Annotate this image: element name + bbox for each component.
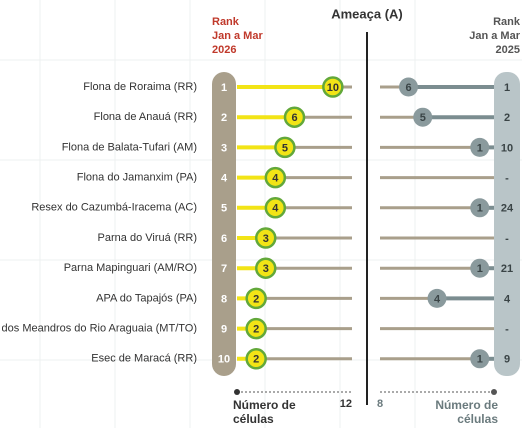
dot-2026 <box>255 227 277 249</box>
value-label: 1 <box>477 142 483 154</box>
right-header: 2025 <box>496 44 520 56</box>
rank-pill-2026 <box>212 72 236 376</box>
rank-2026: 3 <box>221 142 227 154</box>
rank-2026: 7 <box>221 263 227 275</box>
dot-2026 <box>245 317 267 340</box>
value-label: 5 <box>420 112 426 124</box>
dot-2025 <box>470 258 490 278</box>
category-label: Resex do Cazumbá-Iracema (AC) <box>31 202 197 214</box>
rank-2025: 9 <box>504 354 510 366</box>
x2-axis-label: Número de <box>435 398 498 412</box>
rank-pill-2025 <box>494 72 520 376</box>
dot-2025 <box>427 288 447 308</box>
rank-2026: 10 <box>218 354 230 366</box>
dot-2026 <box>264 197 287 219</box>
value-label: 2 <box>253 324 259 336</box>
dot-2026 <box>245 348 267 370</box>
rank-2025: - <box>505 173 509 185</box>
value-label: 6 <box>405 82 411 94</box>
rank-2026: 1 <box>221 82 227 94</box>
value-label: 4 <box>272 173 279 185</box>
rank-2025: 2 <box>504 112 510 124</box>
category-label: Flona de Anauá (RR) <box>94 111 197 123</box>
category-label: Flona de Balata-Tufari (AM) <box>62 141 197 153</box>
category-label: APA dos Meandros do Rio Araguaia (MT/TO) <box>0 323 197 335</box>
dot-2026 <box>283 106 306 128</box>
dot-2025 <box>470 198 490 218</box>
dot-2026 <box>322 76 344 98</box>
left-header: Jan a Mar <box>212 30 263 42</box>
dot-2025 <box>413 107 433 127</box>
left-header: 2026 <box>212 44 236 56</box>
left-header: Rank <box>212 16 240 28</box>
category-label: Flona de Roraima (RR) <box>83 81 197 93</box>
dot-2026 <box>245 287 267 310</box>
value-label: 4 <box>434 293 441 305</box>
value-label: 1 <box>477 203 483 215</box>
category-label: Esec de Maracá (RR) <box>91 353 197 365</box>
rank-2025: 24 <box>501 203 514 215</box>
dot-2025 <box>470 137 490 157</box>
rank-2026: 5 <box>221 203 227 215</box>
axis-origin <box>491 389 497 395</box>
rank-2025: 21 <box>501 263 513 275</box>
category-label: Flona do Jamanxim (PA) <box>77 172 197 184</box>
dot-2026 <box>255 257 277 279</box>
x2-tick-label: 8 <box>377 398 383 410</box>
value-label: 6 <box>291 112 297 124</box>
rank-2025: - <box>505 324 509 336</box>
rank-2026: 2 <box>221 112 227 124</box>
dot-2026 <box>264 166 287 189</box>
dot-2025 <box>470 349 490 369</box>
chart-title: Ameaça (A) <box>331 6 403 21</box>
dot-2025 <box>399 77 418 97</box>
rank-2025: 1 <box>504 82 510 94</box>
x2-axis-label: células <box>457 412 498 426</box>
category-label: APA do Tapajós (PA) <box>96 292 197 304</box>
rank-2026: 9 <box>221 324 227 336</box>
value-label: 1 <box>477 354 483 366</box>
category-label: Parna do Viruá (RR) <box>98 232 197 244</box>
dot-2026 <box>274 136 296 159</box>
axis-origin <box>234 389 240 395</box>
rank-2026: 8 <box>221 293 227 305</box>
value-label: 2 <box>253 354 259 366</box>
x-axis-label: Número de <box>233 398 296 412</box>
right-header: Rank <box>493 16 521 28</box>
rank-2025: 10 <box>501 142 513 154</box>
value-label: 5 <box>282 142 288 154</box>
value-label: 4 <box>272 203 279 215</box>
x-axis-label: células <box>233 412 274 426</box>
value-label: 10 <box>327 82 339 94</box>
value-label: 1 <box>477 263 483 275</box>
value-label: 2 <box>253 293 259 305</box>
right-header: Jan a Mar <box>469 30 520 42</box>
rank-2026: 6 <box>221 233 227 245</box>
x-tick-label: 12 <box>340 398 352 410</box>
rank-2025: - <box>505 233 509 245</box>
category-label: Parna Mapinguari (AM/RO) <box>64 262 197 274</box>
rank-2025: 4 <box>504 293 511 305</box>
value-label: 3 <box>263 233 269 245</box>
rank-2026: 4 <box>221 173 228 185</box>
value-label: 3 <box>263 263 269 275</box>
